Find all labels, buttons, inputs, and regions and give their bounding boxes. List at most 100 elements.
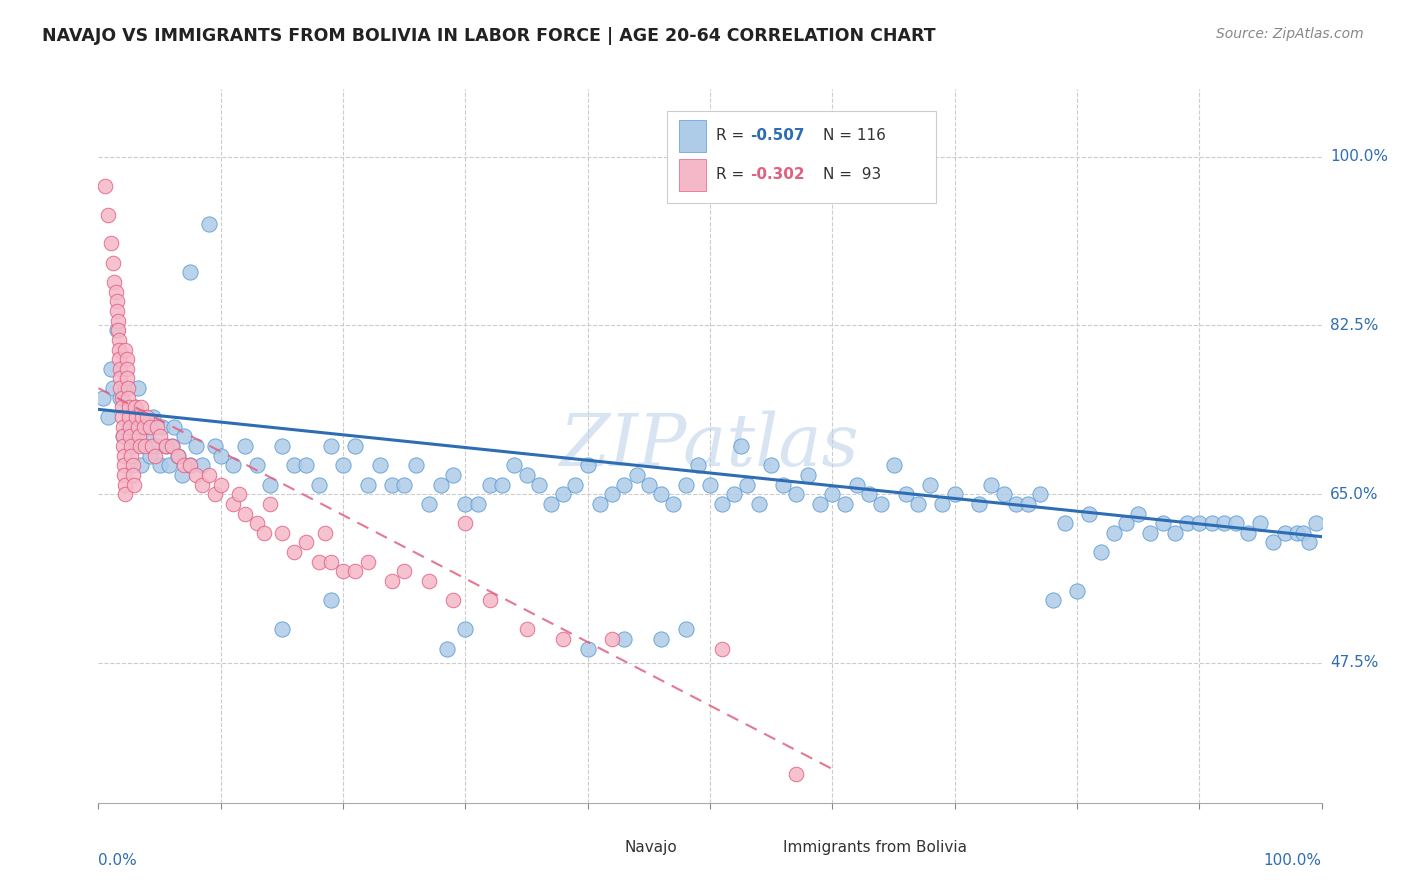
Text: 0.0%: 0.0% (98, 853, 138, 868)
Point (858, 487, 880, 501)
Point (1201, 516, 1223, 530)
Text: 82.5%: 82.5% (1330, 318, 1378, 333)
Point (589, 497, 612, 511)
Point (650, 632, 672, 646)
Point (222, 458, 245, 473)
Point (1102, 525, 1125, 540)
Point (114, 343, 136, 357)
Point (1237, 525, 1260, 540)
Point (197, 217, 219, 231)
Point (111, 429, 134, 443)
Point (478, 593, 501, 607)
Point (675, 477, 697, 491)
Point (356, 477, 378, 491)
Point (110, 381, 132, 395)
Point (114, 381, 136, 395)
Point (149, 429, 172, 443)
Point (454, 622, 477, 636)
Point (1249, 516, 1271, 530)
Point (114, 487, 136, 501)
Point (111, 410, 134, 425)
Point (179, 265, 201, 279)
Point (319, 439, 342, 453)
Text: 65.0%: 65.0% (1330, 487, 1378, 501)
Point (204, 439, 226, 453)
Point (907, 497, 929, 511)
Point (120, 439, 142, 453)
Point (392, 477, 416, 491)
Point (110, 371, 132, 385)
Point (100, 236, 122, 251)
Point (173, 429, 195, 443)
Point (107, 323, 129, 337)
Point (1090, 545, 1112, 559)
Point (314, 525, 336, 540)
Point (233, 507, 256, 521)
Point (993, 487, 1015, 501)
Point (392, 565, 416, 579)
Point (132, 419, 155, 434)
Point (553, 632, 575, 646)
Point (112, 467, 135, 482)
Point (1029, 487, 1052, 501)
Point (613, 477, 636, 491)
Point (108, 333, 131, 347)
Point (675, 622, 697, 636)
Point (118, 401, 141, 415)
Point (1274, 525, 1296, 540)
Point (129, 401, 152, 415)
Point (564, 477, 586, 491)
Point (1115, 516, 1137, 530)
Point (332, 458, 354, 473)
Bar (679, 159, 706, 191)
Text: 100.0%: 100.0% (1330, 149, 1388, 164)
Point (870, 497, 893, 511)
Bar (747, 839, 773, 862)
Point (252, 525, 274, 540)
Point (699, 477, 721, 491)
FancyBboxPatch shape (668, 111, 936, 203)
Bar (588, 839, 614, 862)
Point (308, 555, 330, 569)
Text: 100.0%: 100.0% (1264, 853, 1322, 868)
Point (139, 449, 162, 463)
Point (808, 497, 831, 511)
Point (108, 352, 131, 367)
Point (834, 497, 856, 511)
Point (209, 477, 232, 491)
Point (105, 294, 128, 309)
Point (319, 555, 342, 569)
Point (120, 429, 142, 443)
Point (197, 467, 219, 482)
Text: Navajo: Navajo (624, 840, 678, 855)
Point (576, 641, 599, 656)
Point (115, 352, 138, 367)
Point (101, 256, 124, 270)
Point (967, 497, 990, 511)
Point (283, 545, 305, 559)
Text: -0.507: -0.507 (751, 128, 804, 143)
Point (600, 487, 623, 501)
Point (131, 410, 153, 425)
Point (173, 458, 195, 473)
Point (139, 419, 162, 434)
Point (381, 477, 404, 491)
Point (246, 516, 269, 530)
Point (125, 410, 148, 425)
Point (97, 410, 120, 425)
Point (1305, 516, 1327, 530)
Point (626, 467, 648, 482)
Point (308, 477, 330, 491)
Point (491, 477, 513, 491)
Point (179, 458, 201, 473)
Point (111, 429, 134, 443)
Point (723, 487, 745, 501)
Point (283, 458, 305, 473)
Point (418, 574, 440, 588)
Point (155, 439, 177, 453)
Point (600, 632, 623, 646)
Point (1078, 507, 1101, 521)
Point (186, 439, 208, 453)
Point (295, 458, 318, 473)
Point (735, 477, 758, 491)
